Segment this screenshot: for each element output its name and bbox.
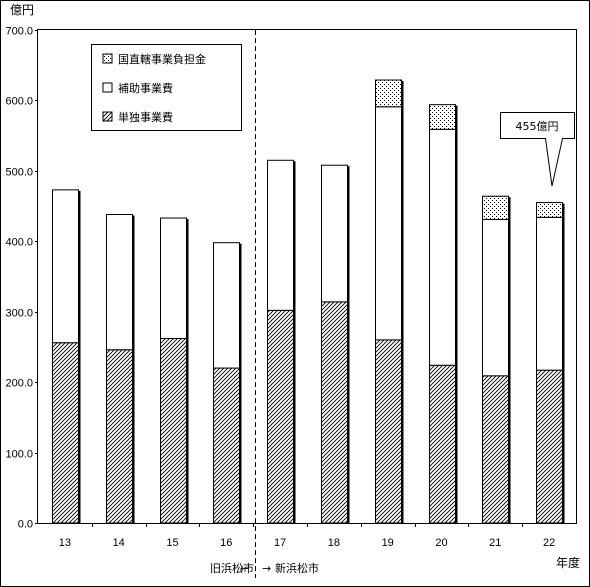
divider-right-arrow: → [262,562,271,575]
x-axis-label: 年度 [556,555,580,570]
x-tick-label-13: 13 [59,537,71,549]
bar-20-series-1 [429,128,456,366]
bar-shadow-17 [293,161,296,524]
bar-group-17 [267,159,296,524]
bar-21-series-1 [482,218,509,377]
x-tick-label-20: 20 [435,537,447,549]
bar-shadow-18 [347,166,350,524]
bar-group-20 [429,104,458,524]
bar-13-series-0 [52,342,79,524]
bar-19-series-1 [375,106,402,341]
bar-17-series-0 [267,309,294,524]
bar-17-series-1 [267,159,294,311]
annotation-bubble [500,112,575,187]
bar-14-series-0 [106,349,133,524]
legend-swatch-dotted [102,53,113,64]
bar-22-series-0 [536,369,563,524]
bar-group-14 [106,214,135,524]
bars [52,79,565,524]
bar-22-series-2 [536,202,563,218]
bar-18-series-0 [321,301,348,524]
bar-group-16 [213,242,242,524]
legend-label-dotted: 国直轄事業負担金 [118,52,206,66]
y-tick-label-1: 100.0 [5,449,33,461]
bar-group-22 [536,202,565,524]
bar-15-series-0 [160,337,187,524]
bar-shadow-22 [562,203,565,524]
divider-left-label: 旧浜松市 [210,561,254,575]
y-tick-label-6: 600.0 [5,96,33,108]
bar-19-series-2 [375,79,402,108]
legend-label-white: 補助事業費 [118,81,173,95]
legend: 国直轄事業負担金 補助事業費 単独事業費 [91,44,242,131]
x-tick-label-14: 14 [113,537,125,549]
bar-20-series-0 [429,364,456,524]
y-tick-label-0: 0.0 [18,519,33,531]
y-tick-label-4: 400.0 [5,237,33,249]
bar-shadow-20 [455,105,458,523]
divider-left-arrow: ← [240,562,249,575]
x-tick-label-18: 18 [328,537,340,549]
y-unit-label: 億円 [10,3,34,17]
annotation-callout: 455億円 [500,112,575,187]
x-tick-label-16: 16 [220,537,232,549]
annotation-text: 455億円 [516,120,559,133]
bar-group-19 [375,79,404,524]
bar-16-series-0 [213,367,240,524]
bar-group-21 [482,195,511,524]
x-tick-label-21: 21 [489,537,501,549]
y-tick-label-7: 700.0 [5,26,33,38]
legend-label-hatch: 単独事業費 [118,110,173,124]
x-tick-label-22: 22 [543,537,555,549]
bar-group-15 [160,217,189,524]
divider-right-label: 新浜松市 [275,561,319,575]
bar-15-series-1 [160,217,187,339]
legend-swatch-white [102,82,113,93]
bar-shadow-14 [132,215,135,523]
bar-group-13 [52,189,81,524]
legend-box [91,44,242,131]
bar-14-series-1 [106,214,133,351]
bar-shadow-13 [78,190,81,523]
x-tick-label-19: 19 [382,537,394,549]
bar-21-series-2 [482,195,509,220]
bar-21-series-0 [482,375,509,524]
x-tick-label-15: 15 [166,537,178,549]
bar-shadow-15 [186,219,189,523]
bar-19-series-0 [375,339,402,524]
bar-18-series-1 [321,164,348,303]
y-tick-label-5: 500.0 [5,167,33,179]
y-tick-label-3: 300.0 [5,308,33,320]
bar-shadow-16 [239,243,242,524]
bar-shadow-21 [508,197,511,523]
bar-group-18 [321,164,350,524]
y-axis: 0.0 100.0 200.0 300.0 400.0 500.0 600.0 700.0 [5,26,38,531]
bar-16-series-1 [213,242,240,369]
bar-22-series-1 [536,216,563,371]
x-tick-label-17: 17 [274,537,286,549]
bar-20-series-2 [429,104,456,130]
y-tick-label-2: 200.0 [5,378,33,390]
legend-swatch-hatch [102,111,113,122]
x-axis: 13 14 15 16 17 18 19 20 21 22 [59,523,555,549]
bar-13-series-1 [52,189,79,344]
bar-shadow-19 [401,81,404,524]
